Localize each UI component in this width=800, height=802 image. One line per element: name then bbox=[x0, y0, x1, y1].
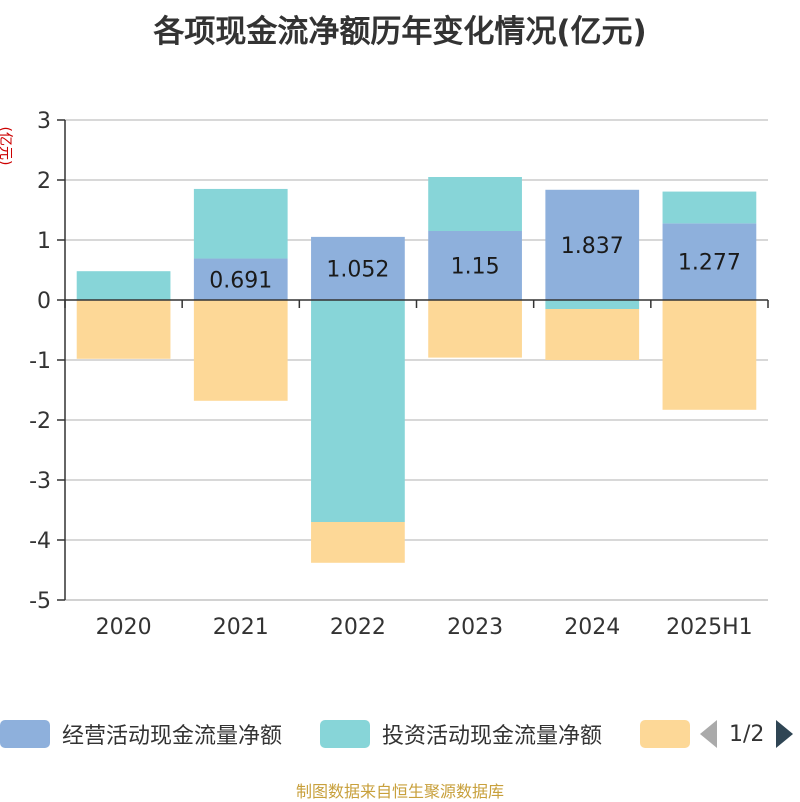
legend-pager: 1/2 bbox=[700, 716, 794, 752]
bar-2024-s2 bbox=[545, 309, 640, 360]
legend-swatch-investing bbox=[320, 720, 370, 748]
bar-2024-s0 bbox=[545, 189, 640, 300]
y-tick-label--2: -2 bbox=[29, 409, 51, 434]
x-tick-label-2021: 2021 bbox=[213, 615, 269, 640]
x-tick-label-2020: 2020 bbox=[96, 615, 152, 640]
legend-swatch-financing bbox=[640, 720, 690, 748]
legend-swatch-operating bbox=[0, 720, 50, 748]
bar-2022-s2 bbox=[311, 522, 405, 563]
bar-2023-s0 bbox=[428, 231, 522, 300]
data-label-2024: 1.837 bbox=[561, 234, 624, 259]
legend-item-financing[interactable] bbox=[640, 716, 690, 752]
chart-title: 各项现金流净额历年变化情况(亿元) bbox=[153, 14, 647, 50]
bar-2020-s2 bbox=[76, 300, 171, 359]
y-tick-label--4: -4 bbox=[29, 529, 51, 554]
legend-page-indicator: 1/2 bbox=[729, 721, 765, 747]
bar-2022-s0 bbox=[311, 236, 405, 300]
data-label-2025H1: 1.277 bbox=[678, 251, 741, 276]
x-tick-label-2025H1: 2025H1 bbox=[666, 615, 753, 640]
data-source-note: 制图数据来自恒生聚源数据库 bbox=[295, 782, 504, 801]
y-tick-label--3: -3 bbox=[29, 469, 51, 494]
grid-lines bbox=[65, 119, 768, 601]
data-label-2023: 1.15 bbox=[451, 255, 500, 280]
bar-2024-s1 bbox=[545, 300, 640, 309]
legend-next-icon[interactable] bbox=[776, 720, 794, 748]
y-tick-label-2: 2 bbox=[37, 169, 51, 194]
y-tick-label-0: 0 bbox=[37, 289, 51, 314]
data-label-2021: 0.691 bbox=[209, 268, 272, 293]
legend-label-investing: 投资活动现金流量净额 bbox=[382, 724, 603, 749]
bar-2021-s1 bbox=[193, 188, 288, 259]
legend: 经营活动现金流量净额 投资活动现金流量净额 1/2 bbox=[0, 716, 800, 752]
legend-prev-icon[interactable] bbox=[700, 720, 717, 748]
y-tick-label-1: 1 bbox=[37, 229, 51, 254]
legend-item-operating[interactable]: 经营活动现金流量净额 bbox=[0, 716, 282, 752]
bar-2025H1-s2 bbox=[662, 300, 757, 410]
bar-2020-s1 bbox=[76, 271, 171, 300]
y-tick-label-3: 3 bbox=[37, 109, 51, 134]
data-labels: 0.691 1.052 1.15 1.837 1.277 bbox=[209, 234, 741, 293]
axes: 3 2 1 0 -1 -2 -3 -4 -5 2020 2021 2022 2023 2024 2025H1 bbox=[29, 109, 769, 640]
x-tick-label-2023: 2023 bbox=[447, 615, 503, 640]
data-label-2022: 1.052 bbox=[326, 257, 389, 282]
y-tick-label--1: -1 bbox=[29, 349, 51, 374]
legend-label-operating: 经营活动现金流量净额 bbox=[62, 724, 283, 749]
bar-2022-s1 bbox=[311, 300, 405, 522]
bar-2021-s0 bbox=[193, 258, 288, 300]
bar-2021-s2 bbox=[193, 300, 288, 401]
bars bbox=[76, 177, 757, 563]
bar-2025H1-s1 bbox=[662, 191, 757, 224]
bar-2025H1-s0 bbox=[662, 223, 757, 300]
bar-2023-s1 bbox=[428, 177, 522, 231]
x-tick-label-2022: 2022 bbox=[330, 615, 386, 640]
bar-2023-s2 bbox=[428, 300, 522, 358]
y-tick-label--5: -5 bbox=[29, 589, 51, 614]
x-tick-label-2024: 2024 bbox=[564, 615, 620, 640]
legend-item-investing[interactable]: 投资活动现金流量净额 bbox=[320, 716, 602, 752]
